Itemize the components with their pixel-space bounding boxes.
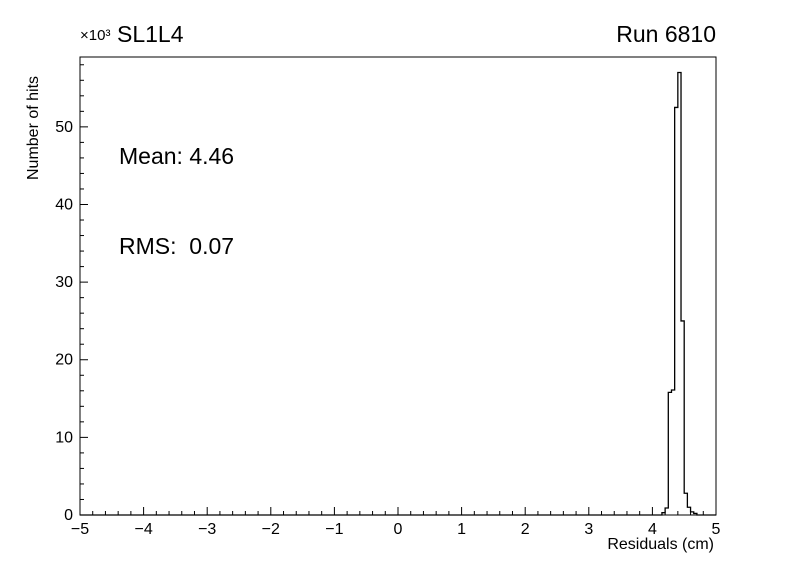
- y-axis: 0 10 20 30 40 50: [55, 64, 88, 524]
- x-tick-label: −2: [262, 521, 280, 538]
- stats-box: Mean: 4.46 RMS: 0.07: [119, 81, 234, 321]
- x-tick-label: 0: [394, 521, 403, 538]
- y-tick-label: 0: [64, 507, 73, 524]
- y-tick-label: 40: [55, 196, 73, 213]
- x-axis-title: Residuals (cm): [607, 536, 714, 553]
- histogram-line: [80, 71, 716, 516]
- stat-rms: RMS: 0.07: [119, 233, 235, 259]
- x-tick-label: 5: [712, 521, 721, 538]
- x-tick-label: −4: [134, 521, 152, 538]
- y-tick-label: 10: [55, 429, 73, 446]
- y-tick-label: 30: [55, 274, 73, 291]
- x-tick-label: 1: [457, 521, 466, 538]
- run-number-label: Run 6810: [616, 21, 716, 47]
- x-axis: −5 −4 −3 −2 −1 0 1 2 3 4 5: [71, 507, 721, 538]
- stat-mean: Mean: 4.46: [119, 143, 235, 169]
- y-tick-label: 50: [55, 119, 73, 136]
- x-tick-label: 2: [521, 521, 530, 538]
- x-tick-label: −1: [325, 521, 343, 538]
- x-tick-label: −3: [198, 521, 216, 538]
- x-tick-label: 4: [648, 521, 657, 538]
- y-axis-exponent: ×10³: [80, 27, 111, 44]
- y-axis-title: Number of hits: [25, 75, 42, 180]
- x-tick-label: −5: [71, 521, 89, 538]
- x-tick-label: 3: [584, 521, 593, 538]
- y-tick-label: 20: [55, 352, 73, 369]
- plot-title: SL1L4: [117, 21, 184, 47]
